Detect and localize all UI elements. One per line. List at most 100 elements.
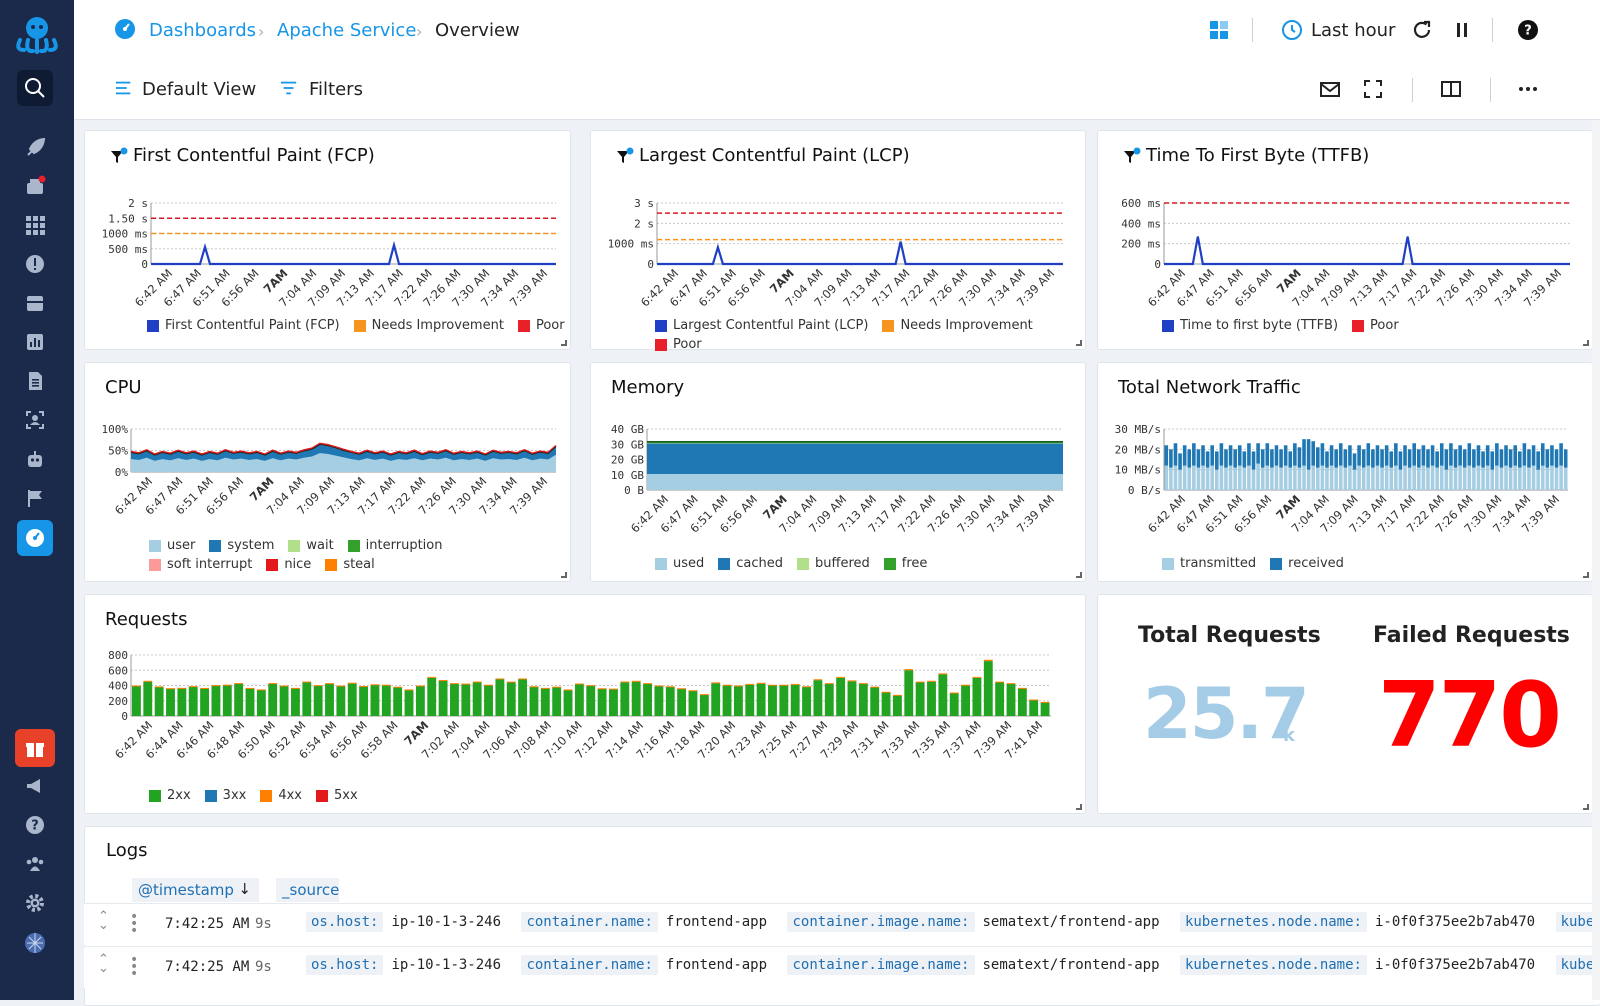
timestamp-column-header[interactable]: @timestamp ↓ xyxy=(132,878,259,902)
document-icon[interactable] xyxy=(17,363,53,399)
legend-item[interactable]: Poor xyxy=(1352,318,1399,333)
dashboard-gauge-icon[interactable] xyxy=(17,520,53,556)
integrations-icon[interactable] xyxy=(17,168,53,204)
legend-item[interactable]: 4xx xyxy=(260,788,302,803)
add-widget-icon[interactable] xyxy=(1207,18,1231,42)
sort-down-icon[interactable]: ↓ xyxy=(238,880,251,898)
filter-icon[interactable] xyxy=(279,78,299,98)
legend-label: First Contentful Paint (FCP) xyxy=(165,318,340,333)
flag-icon[interactable] xyxy=(17,480,53,516)
field-key[interactable]: container.name: xyxy=(521,912,657,932)
4xx-bar xyxy=(927,681,936,682)
user-scan-icon[interactable] xyxy=(17,402,53,438)
legend-item[interactable]: cached xyxy=(718,556,783,571)
refresh-icon[interactable] xyxy=(1410,18,1434,42)
legend-item[interactable]: First Contentful Paint (FCP) xyxy=(147,318,340,333)
legend-swatch xyxy=(209,540,221,552)
default-view-selector[interactable]: Default View xyxy=(142,79,256,100)
scrollbar-track[interactable] xyxy=(1592,120,1600,1000)
2xx-bar xyxy=(507,682,516,716)
resize-handle[interactable] xyxy=(1583,804,1589,810)
field-key[interactable]: os.host: xyxy=(306,955,383,975)
team-icon[interactable] xyxy=(17,846,53,882)
legend-item[interactable]: wait xyxy=(288,538,333,553)
mail-icon[interactable] xyxy=(1318,77,1342,101)
filters-button[interactable]: Filters xyxy=(309,79,363,100)
legend-item[interactable]: Poor xyxy=(518,318,565,333)
legend-item[interactable]: steal xyxy=(325,557,374,572)
2xx-bar xyxy=(700,695,709,716)
breadcrumb-dashboards[interactable]: Dashboards xyxy=(149,20,256,41)
split-view-icon[interactable] xyxy=(1439,77,1463,101)
resize-handle[interactable] xyxy=(1583,572,1589,578)
legend-item[interactable]: 3xx xyxy=(205,788,247,803)
legend-item[interactable]: Needs Improvement xyxy=(882,318,1032,333)
4xx-bar xyxy=(541,688,550,689)
legend-item[interactable]: interruption xyxy=(348,538,443,553)
alert-icon[interactable] xyxy=(17,246,53,282)
resize-handle[interactable] xyxy=(1583,340,1589,346)
legend-item[interactable]: Needs Improvement xyxy=(354,318,504,333)
y-tick-label: 3 s xyxy=(634,197,654,210)
received-bar xyxy=(1431,445,1435,465)
legend-item[interactable]: 2xx xyxy=(149,788,191,803)
fullscreen-icon[interactable] xyxy=(1361,77,1385,101)
pause-icon[interactable] xyxy=(1450,18,1474,42)
help-icon[interactable]: ? xyxy=(17,807,53,843)
y-tick-label: 20 GB xyxy=(611,454,644,467)
apps-grid-icon[interactable] xyxy=(17,207,53,243)
drag-handle-icon[interactable]: ••• xyxy=(130,914,138,935)
field-key[interactable]: os.host: xyxy=(306,912,383,932)
legend-item[interactable]: transmitted xyxy=(1162,556,1256,571)
legend-swatch xyxy=(1352,320,1364,332)
field-key[interactable]: kubernetes.node.name: xyxy=(1180,912,1367,932)
help-icon[interactable]: ? xyxy=(1516,18,1540,42)
legend-item[interactable]: buffered xyxy=(797,556,870,571)
megaphone-icon[interactable] xyxy=(17,768,53,804)
resize-handle[interactable] xyxy=(1076,572,1082,578)
legend-item[interactable]: Poor xyxy=(655,337,702,352)
drag-handle-icon[interactable]: ••• xyxy=(130,957,138,978)
breadcrumb-apache-service[interactable]: Apache Service xyxy=(277,20,416,41)
settings-gear-icon[interactable] xyxy=(17,885,53,921)
avatar[interactable] xyxy=(17,925,53,961)
time-range-selector[interactable]: Last hour xyxy=(1311,20,1395,41)
inbox-icon[interactable] xyxy=(17,285,53,321)
gift-icon[interactable] xyxy=(15,729,55,767)
4xx-bar xyxy=(518,678,527,679)
more-options-icon[interactable] xyxy=(1516,77,1540,101)
search-icon[interactable] xyxy=(17,70,53,106)
resize-handle[interactable] xyxy=(561,572,567,578)
list-view-icon[interactable] xyxy=(114,78,134,98)
legend-item[interactable]: used xyxy=(655,556,704,571)
bot-icon[interactable] xyxy=(17,441,53,477)
log-row[interactable]: ⌃⌄ ••• 7:42:25 AM 9s os.host:ip-10-1-3-2… xyxy=(84,946,1600,988)
field-key[interactable]: kubernetes.node.name: xyxy=(1180,955,1367,975)
legend-item[interactable]: nice xyxy=(266,557,311,572)
legend-item[interactable]: received xyxy=(1270,556,1344,571)
field-key[interactable]: container.name: xyxy=(521,955,657,975)
resize-handle[interactable] xyxy=(561,340,567,346)
legend-item[interactable]: Largest Contentful Paint (LCP) xyxy=(655,318,868,333)
rocket-icon[interactable] xyxy=(17,130,53,166)
legend-item[interactable]: Time to first byte (TTFB) xyxy=(1162,318,1338,333)
transmitted-bar xyxy=(1247,466,1251,490)
expand-collapse-icon[interactable]: ⌃⌄ xyxy=(98,912,109,930)
source-column-header[interactable]: _source xyxy=(276,878,339,902)
transmitted-bar xyxy=(1311,466,1315,490)
field-key[interactable]: container.image.name: xyxy=(787,912,974,932)
log-row[interactable]: ⌃⌄ ••• 7:42:25 AM 9s os.host:ip-10-1-3-2… xyxy=(84,903,1600,945)
4xx-bar xyxy=(859,683,868,684)
legend-item[interactable]: free xyxy=(884,556,928,571)
legend-item[interactable]: user xyxy=(149,538,195,553)
clock-icon[interactable] xyxy=(1280,18,1304,42)
legend-item[interactable]: system xyxy=(209,538,274,553)
octopus-logo-icon[interactable] xyxy=(10,14,64,54)
resize-handle[interactable] xyxy=(1076,340,1082,346)
resize-handle[interactable] xyxy=(1076,804,1082,810)
legend-item[interactable]: soft interrupt xyxy=(149,557,252,572)
legend-item[interactable]: 5xx xyxy=(316,788,358,803)
field-key[interactable]: container.image.name: xyxy=(787,955,974,975)
reports-icon[interactable] xyxy=(17,324,53,360)
expand-collapse-icon[interactable]: ⌃⌄ xyxy=(98,955,109,973)
